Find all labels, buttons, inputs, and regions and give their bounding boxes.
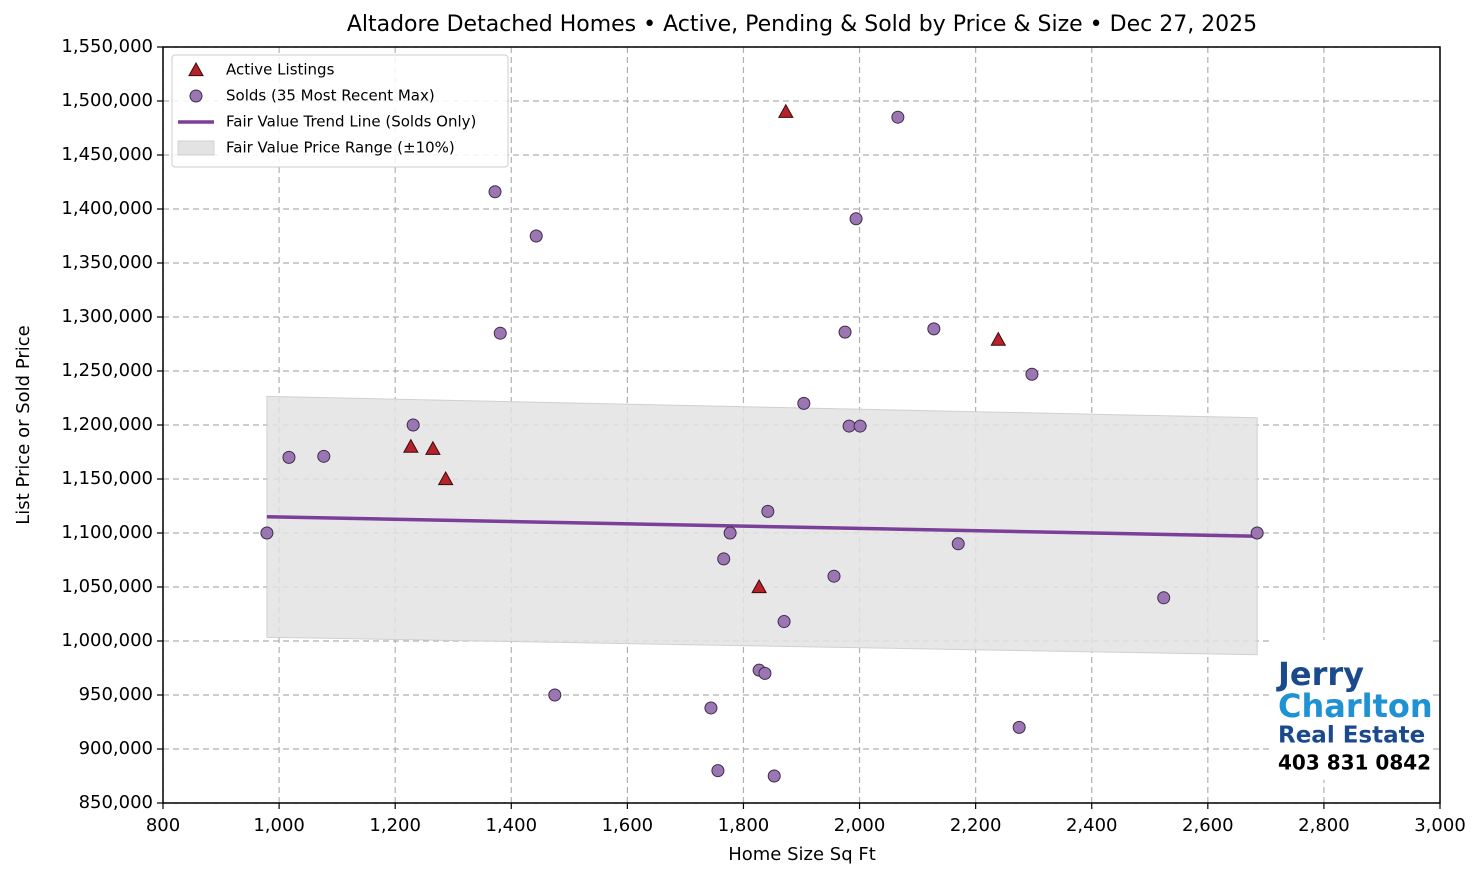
sold-marker [758, 666, 772, 680]
chart-title: Altadore Detached Homes • Active, Pendin… [347, 12, 1257, 37]
sold-marker [951, 537, 965, 551]
y-tick-label: 1,150,000 [61, 468, 153, 489]
sold-marker [493, 326, 507, 340]
legend-marker [189, 89, 203, 103]
sold-marker [282, 450, 296, 464]
y-tick-label: 950,000 [79, 684, 153, 705]
sold-marker [797, 396, 811, 410]
sold-marker [1025, 367, 1039, 381]
sold-marker [548, 688, 562, 702]
x-tick-label: 1,200 [369, 815, 421, 836]
sold-marker [827, 569, 841, 583]
y-tick-label: 850,000 [79, 792, 153, 813]
x-tick-label: 1,800 [718, 815, 770, 836]
sold-marker [761, 504, 775, 518]
sold-marker [1250, 526, 1264, 540]
x-tick-label: 1,600 [602, 815, 654, 836]
sold-marker [891, 110, 905, 124]
y-tick-label: 1,450,000 [61, 144, 153, 165]
sold-marker [838, 325, 852, 339]
legend-marker [188, 61, 204, 77]
logo-name: Jerry [1276, 655, 1364, 693]
x-tick-label: 1,000 [253, 815, 305, 836]
active-marker [751, 578, 767, 594]
x-tick-label: 2,200 [950, 815, 1002, 836]
sold-marker [1012, 720, 1026, 734]
x-tick-label: 2,000 [834, 815, 886, 836]
sold-marker [711, 764, 725, 778]
sold-marker [406, 418, 420, 432]
active-marker [777, 103, 794, 118]
logo-background [1270, 640, 1430, 780]
legend-label: Active Listings [226, 61, 335, 79]
sold-marker [767, 769, 781, 783]
sold-marker [717, 552, 731, 566]
y-tick-label: 1,550,000 [61, 36, 153, 57]
x-tick-label: 2,600 [1182, 815, 1234, 836]
legend-box [171, 54, 509, 168]
y-axis-label: List Price or Sold Price [13, 325, 34, 524]
sold-marker [317, 449, 331, 463]
sold-marker [849, 212, 863, 226]
x-tick-label: 2,800 [1298, 815, 1350, 836]
y-tick-label: 1,200,000 [61, 414, 153, 435]
axes-frame [162, 46, 1441, 804]
active-marker [425, 440, 441, 455]
legend-label: Fair Value Trend Line (Solds Only) [226, 113, 476, 131]
sold-marker [853, 419, 867, 433]
sold-marker [723, 526, 737, 540]
y-tick-label: 1,500,000 [61, 90, 153, 111]
active-marker [403, 438, 419, 453]
x-axis-label: Home Size Sq Ft [728, 844, 876, 865]
active-marker [990, 331, 1007, 346]
logo-phone: 403 831 0842 [1278, 751, 1431, 775]
sold-marker [1157, 591, 1171, 605]
x-tick-label: 3,000 [1414, 815, 1466, 836]
x-tick-label: 800 [146, 815, 180, 836]
y-tick-label: 1,350,000 [61, 252, 153, 273]
y-tick-label: 1,250,000 [61, 360, 153, 381]
trend-line [266, 515, 1258, 538]
x-tick-label: 1,400 [486, 815, 538, 836]
sold-marker [488, 185, 502, 199]
sold-marker [529, 229, 543, 243]
sold-marker [927, 322, 941, 336]
legend-label: Solds (35 Most Recent Max) [226, 87, 435, 105]
logo-name: Charlton [1278, 687, 1433, 725]
y-tick-label: 1,050,000 [61, 576, 153, 597]
sold-marker [260, 526, 274, 540]
y-tick-label: 900,000 [79, 738, 153, 759]
y-tick-label: 1,100,000 [61, 522, 153, 543]
active-marker [437, 470, 454, 486]
logo-subtitle: Real Estate [1278, 723, 1425, 749]
x-tick-label: 2,400 [1066, 815, 1118, 836]
legend-label: Fair Value Price Range (±10%) [226, 139, 455, 157]
y-tick-label: 1,000,000 [61, 630, 153, 651]
y-tick-label: 1,300,000 [61, 306, 153, 327]
sold-marker [777, 615, 791, 629]
sold-marker [842, 419, 856, 433]
legend-marker [177, 140, 215, 156]
y-tick-label: 1,400,000 [61, 198, 153, 219]
sold-marker [704, 701, 718, 715]
